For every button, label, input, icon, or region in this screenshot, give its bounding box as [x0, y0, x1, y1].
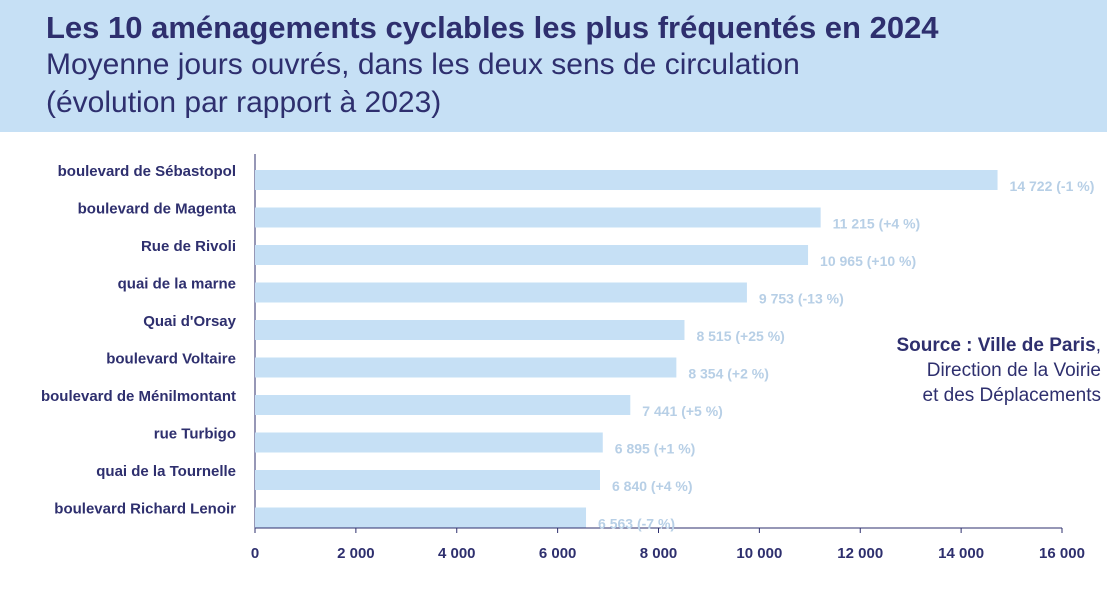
x-tick-label-8: 16 000	[1039, 545, 1085, 562]
category-label-4: Quai d'Orsay	[143, 313, 236, 330]
data-label-1: 11 215 (+4 %)	[833, 216, 921, 232]
source-label: Source : Ville de Paris	[896, 335, 1096, 356]
bar-9	[255, 507, 587, 528]
bar-3	[255, 282, 747, 303]
data-label-6: 7 441 (+5 %)	[642, 403, 723, 419]
source-note: Source : Ville de Paris, Direction de la…	[896, 333, 1101, 408]
bar-4	[255, 320, 685, 340]
data-label-3: 9 753 (-13 %)	[759, 291, 844, 307]
x-tick-label-6: 12 000	[837, 545, 883, 562]
bar-7	[255, 432, 603, 453]
source-comma: ,	[1095, 335, 1101, 356]
category-label-7: rue Turbigo	[154, 426, 236, 443]
data-label-7: 6 895 (+1 %)	[615, 441, 696, 457]
bar-1	[255, 207, 821, 228]
category-label-9: boulevard Richard Lenoir	[54, 501, 236, 518]
bar-chart: boulevard de Sébastopol 14 722 (-1 %) boul…	[41, 154, 1095, 562]
data-label-4: 8 515 (+25 %)	[696, 328, 784, 344]
x-tick-label-1: 2 000	[337, 545, 375, 562]
source-line3: et des Déplacements	[922, 385, 1102, 406]
x-tick-label-3: 6 000	[539, 545, 577, 562]
x-tick-label-5: 10 000	[736, 545, 782, 562]
category-label-1: boulevard de Magenta	[78, 201, 237, 218]
category-label-2: Rue de Rivoli	[141, 238, 236, 255]
source-line2: Direction de la Voirie	[926, 360, 1101, 381]
x-tick-label-7: 14 000	[938, 545, 984, 562]
data-label-0: 14 722 (-1 %)	[1010, 178, 1095, 194]
data-label-9: 6 563 (-7 %)	[598, 516, 675, 532]
category-label-8: quai de la Tournelle	[96, 463, 236, 480]
chart-header: Les 10 aménagements cyclables les plus f…	[0, 0, 1107, 132]
data-label-8: 6 840 (+4 %)	[612, 478, 693, 494]
x-tick-label-4: 8 000	[640, 545, 678, 562]
x-tick-label-2: 4 000	[438, 545, 476, 562]
bar-0	[255, 170, 998, 190]
bar-2	[255, 245, 809, 265]
category-label-5: boulevard Voltaire	[106, 351, 236, 368]
bar-8	[255, 470, 600, 490]
data-label-5: 8 354 (+2 %)	[688, 366, 769, 382]
category-label-6: boulevard de Ménilmontant	[41, 388, 236, 405]
bar-5	[255, 357, 677, 378]
x-tick-label-0: 0	[251, 545, 259, 562]
bar-6	[255, 395, 631, 415]
chart-subtitle-line2: (évolution par rapport à 2023)	[46, 86, 442, 119]
category-label-3: quai de la marne	[118, 276, 236, 293]
chart-title: Les 10 aménagements cyclables les plus f…	[46, 10, 939, 45]
category-label-0: boulevard de Sébastopol	[58, 163, 236, 180]
chart-subtitle-line1: Moyenne jours ouvrés, dans les deux sens…	[46, 48, 800, 81]
data-label-2: 10 965 (+10 %)	[820, 253, 916, 269]
